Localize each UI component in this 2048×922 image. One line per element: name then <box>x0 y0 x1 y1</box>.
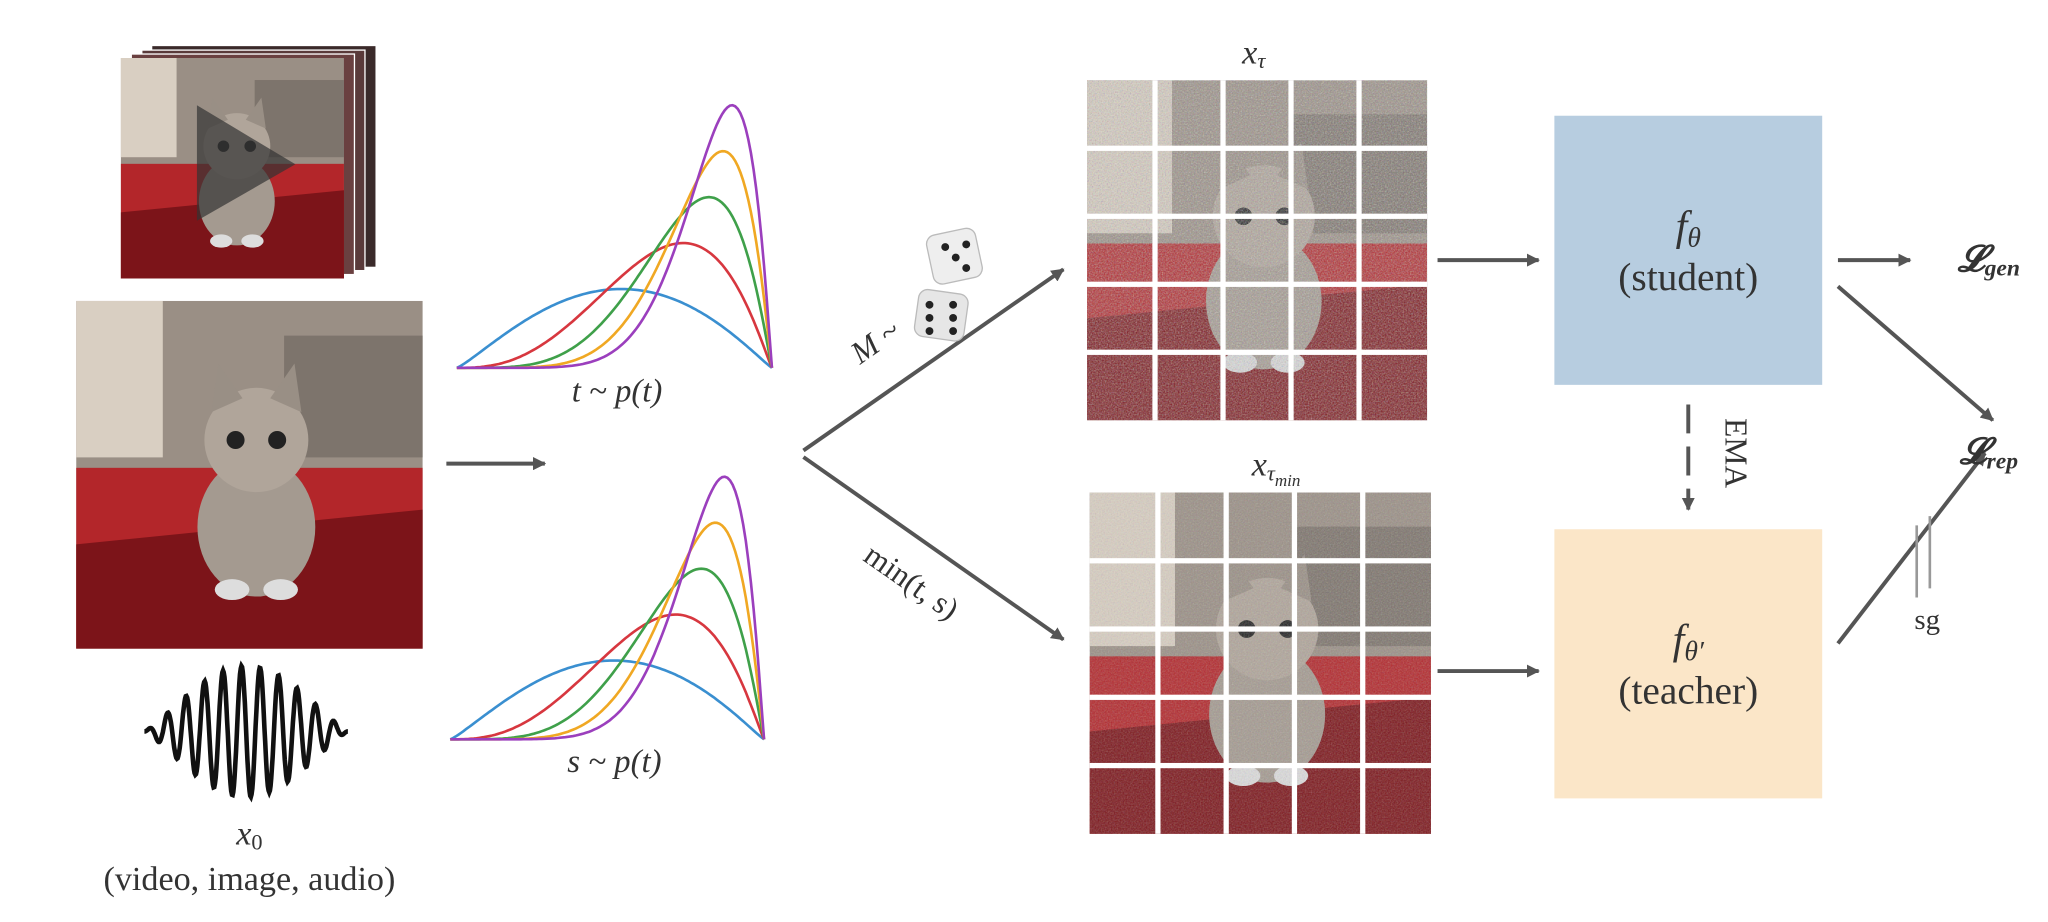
stop-grad-label: sg <box>1914 604 1940 636</box>
distribution-curves <box>456 103 774 370</box>
arrow <box>802 267 1065 453</box>
grid-gap <box>1360 492 1366 834</box>
video-frames <box>120 46 376 279</box>
curve <box>456 241 774 370</box>
grid-gap <box>1089 762 1431 769</box>
grid-symbol: xτ <box>1241 34 1266 73</box>
grid-gap <box>1291 492 1298 834</box>
sampling-label: t ~ p(t) <box>572 374 663 410</box>
input-symbol: x0 <box>235 815 262 854</box>
grid-gap <box>1356 80 1362 421</box>
grid-gap <box>1089 558 1431 564</box>
arrow <box>1836 284 1995 422</box>
curve <box>456 103 774 370</box>
ema-label: EMA <box>1719 418 1754 488</box>
mask-label: M ~ <box>843 312 906 371</box>
student-box <box>1554 115 1823 385</box>
curve <box>450 475 766 741</box>
loss-gen: 𝓛gen <box>1957 238 2020 282</box>
grid-gap <box>1087 281 1428 287</box>
grid-gap <box>1087 349 1428 355</box>
dice <box>913 227 983 342</box>
loss-rep: 𝓛rep <box>1959 431 2018 475</box>
teacher-label: (teacher) <box>1618 669 1758 713</box>
input-image <box>76 300 423 649</box>
noisy-patch-grid <box>1087 80 1428 421</box>
waveform <box>144 660 349 803</box>
sampling-label: s ~ p(t) <box>567 744 661 780</box>
curve <box>449 659 765 741</box>
grid-gap <box>1152 80 1158 421</box>
min-label: min(t, s) <box>858 537 966 627</box>
curve <box>456 287 773 369</box>
grid-gap <box>1087 213 1428 219</box>
noisy-patch-grid <box>1089 492 1431 834</box>
grid-gap <box>1155 492 1161 834</box>
grid-gap <box>1089 694 1431 700</box>
grid-gap <box>1223 492 1229 834</box>
student-label: (student) <box>1618 255 1758 299</box>
arrow <box>802 455 1065 642</box>
distribution-curves <box>449 475 766 741</box>
grid-symbol: xτmin <box>1251 446 1301 490</box>
grid-gap <box>1089 626 1431 632</box>
curve <box>450 613 766 741</box>
grid-gap <box>1220 80 1226 421</box>
arrow <box>1836 451 1987 645</box>
grid-gap <box>1288 80 1294 421</box>
input-caption: (video, image, audio) <box>103 861 395 898</box>
grid-gap <box>1087 145 1428 151</box>
teacher-box <box>1554 529 1823 799</box>
